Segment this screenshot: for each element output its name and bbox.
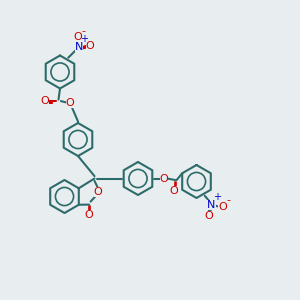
Text: N: N bbox=[207, 200, 215, 210]
Text: N: N bbox=[75, 42, 83, 52]
Text: -: - bbox=[81, 26, 85, 36]
Text: O: O bbox=[204, 211, 213, 221]
Text: O: O bbox=[85, 210, 94, 220]
Text: O: O bbox=[40, 96, 50, 106]
Text: -: - bbox=[227, 195, 231, 205]
Text: O: O bbox=[65, 98, 74, 108]
Text: O: O bbox=[160, 173, 169, 184]
Text: O: O bbox=[86, 41, 94, 51]
Text: O: O bbox=[169, 186, 178, 197]
Text: +: + bbox=[213, 192, 221, 202]
Text: O: O bbox=[218, 202, 227, 212]
Text: O: O bbox=[94, 187, 103, 197]
Text: +: + bbox=[80, 34, 88, 44]
Text: O: O bbox=[73, 32, 82, 42]
